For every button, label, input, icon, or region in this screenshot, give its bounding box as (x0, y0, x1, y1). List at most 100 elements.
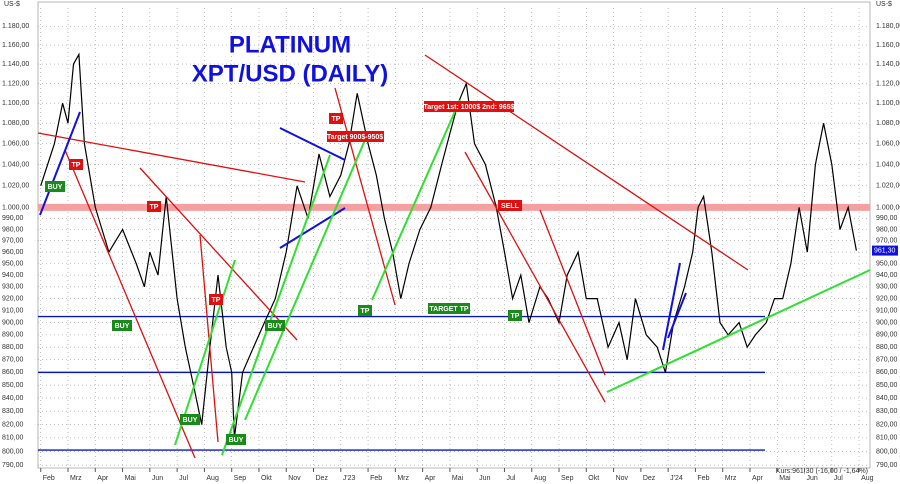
x-tick-label: Feb (697, 475, 709, 482)
y-tick-label: 880,00 (2, 344, 24, 351)
price (40, 52, 857, 438)
y-tick-label: 990,00 (2, 215, 24, 222)
y-tick-label: 810,00 (2, 435, 24, 442)
y-tick-label: 890,00 (2, 332, 24, 339)
annotation-box (45, 181, 65, 192)
y-tick-label: 1.140,00 (876, 61, 900, 68)
y-tick-label: 930,00 (876, 284, 898, 291)
annotation: TP (72, 162, 81, 169)
x-tick-label: J'23 (343, 475, 356, 482)
y-tick-label: 870,00 (2, 357, 24, 364)
x-tick-label: Jul (506, 475, 515, 482)
x-tick-label: Jul (834, 475, 843, 482)
y-tick-label: 800,00 (876, 448, 898, 455)
y-tick-label: 870,00 (876, 357, 898, 364)
x-tick-label: Jun (807, 475, 818, 482)
x-tick-label: Mrz (397, 475, 409, 482)
trend-line (606, 269, 871, 393)
y-tick-label: 860,00 (2, 369, 24, 376)
annotation: SELL (501, 203, 520, 210)
y-tick-label: 1.180,00 (876, 23, 900, 30)
last-price-box (872, 245, 898, 256)
y-tick-label: 1.080,00 (2, 120, 29, 127)
x-tick-label: Mrz (725, 475, 737, 482)
y-tick-label: 1.020,00 (2, 183, 29, 190)
x-tick-label: Okt (588, 475, 599, 482)
trend-line (279, 207, 346, 249)
y-tick-label: 950,00 (2, 260, 24, 267)
y-tick-label: 820,00 (2, 421, 24, 428)
y-tick-label: 810,00 (876, 435, 898, 442)
annotation-box (329, 113, 343, 124)
annotation: TP (511, 313, 520, 320)
x-tick-label: Okt (261, 475, 272, 482)
annotation: Target 1st: 1000$ 2nd: 965$ (424, 104, 515, 111)
y-tick-label: 890,00 (876, 332, 898, 339)
y-tick-label: 1.140,00 (2, 61, 29, 68)
annotation-box (112, 320, 132, 331)
y-tick-label: 940,00 (876, 272, 898, 279)
trend-line (139, 167, 298, 341)
trend-line (37, 132, 306, 183)
trend-line (244, 139, 366, 421)
trend-line (667, 292, 687, 339)
x-tick-label: Jun (479, 475, 490, 482)
x-tick-label: Jun (152, 475, 163, 482)
y-tick-label: 990,00 (876, 215, 898, 222)
annotation-box (180, 414, 200, 425)
y-tick-label: 840,00 (876, 395, 898, 402)
trend-line (279, 127, 346, 161)
annotation: BUY (268, 323, 283, 330)
annotation: TP (332, 116, 341, 123)
annotation: TP (361, 308, 370, 315)
plot-frame (37, 1, 871, 469)
y-tick-label: 960,00 (2, 249, 24, 256)
x-tick-label: Mai (125, 475, 137, 482)
x-tick-label: Nov (616, 475, 629, 482)
x-tick-label: Apr (425, 475, 437, 482)
annotation-box (508, 310, 522, 321)
x-tick-label: Mai (452, 475, 464, 482)
y-tick-label: 940,00 (2, 272, 24, 279)
axis-unit: US-$ (4, 1, 20, 8)
trend-line (662, 262, 681, 351)
annotation: BUY (183, 417, 198, 424)
y-tick-label: 1.120,00 (2, 80, 29, 87)
trend-line (39, 111, 81, 216)
y-tick-label: 930,00 (2, 284, 24, 291)
annotation: TP (212, 297, 221, 304)
y-tick-label: 1.000,00 (876, 204, 900, 211)
x-tick-label: Nov (288, 475, 301, 482)
trend-line (64, 149, 196, 459)
annotation: BUY (48, 184, 63, 191)
y-tick-label: 1.060,00 (2, 141, 29, 148)
footer: Kurs:961,30 (-16,00 / -1,64%) (776, 468, 868, 475)
y-tick-label: 1.040,00 (876, 161, 900, 168)
x-tick-label: Dez (316, 475, 329, 482)
y-tick-label: 850,00 (2, 382, 24, 389)
y-tick-label: 970,00 (876, 238, 898, 245)
y-tick-label: 1.180,00 (2, 23, 29, 30)
axis-unit: US-$ (876, 1, 892, 8)
y-tick-label: 840,00 (2, 395, 24, 402)
y-tick-label: 920,00 (2, 295, 24, 302)
y-tick-label: 1.020,00 (876, 183, 900, 190)
annotation-box (265, 320, 285, 331)
y-tick-label: 950,00 (876, 260, 898, 267)
y-tick-label: 900,00 (876, 319, 898, 326)
y-tick-label: 850,00 (876, 382, 898, 389)
trend-lines (37, 54, 871, 459)
y-tick-label: 1.160,00 (2, 42, 29, 49)
annotation: TP (150, 204, 159, 211)
x-tick-label: J'24 (670, 475, 683, 482)
y-tick-label: 910,00 (876, 307, 898, 314)
y-tick-label: 790,00 (876, 462, 898, 469)
trend-line (464, 151, 606, 403)
x-tick-label: Mai (779, 475, 791, 482)
y-tick-label: 1.160,00 (876, 42, 900, 49)
x-tick-label: Feb (370, 475, 382, 482)
y-tick-label: 1.100,00 (2, 100, 29, 107)
y-tick-label: 800,00 (2, 448, 24, 455)
annotation: BUY (115, 323, 130, 330)
